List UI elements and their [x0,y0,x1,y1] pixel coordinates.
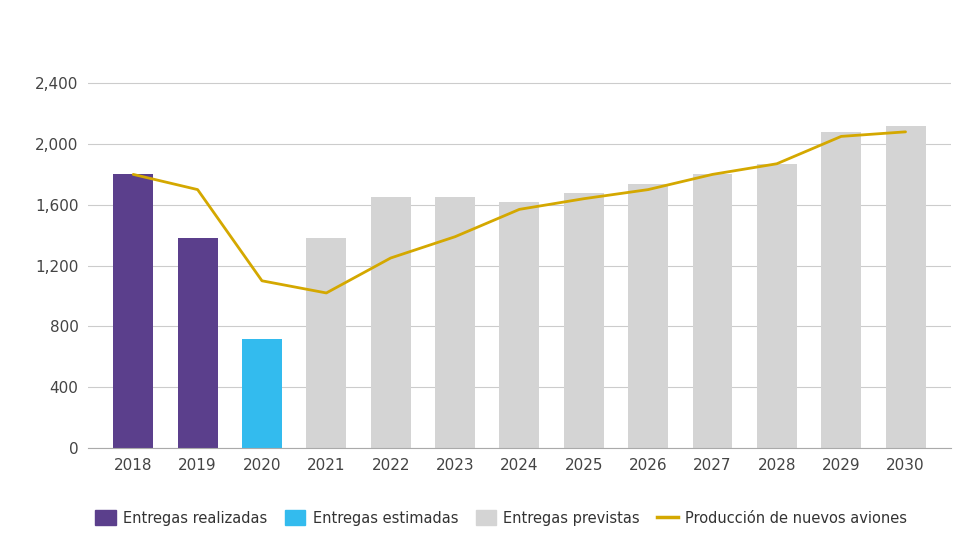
Bar [177,238,218,448]
Bar [370,197,411,448]
Bar [693,174,732,448]
Bar [500,202,539,448]
Bar [821,132,861,448]
Legend: Entregas realizadas, Entregas estimadas, Entregas previstas, Producción de nuevo: Entregas realizadas, Entregas estimadas,… [95,510,907,526]
Bar [564,193,604,448]
Bar [435,197,475,448]
Bar [886,126,925,448]
Bar [757,164,797,448]
Bar [114,174,153,448]
Bar [628,184,668,448]
Bar [307,238,346,448]
Bar [242,339,282,448]
